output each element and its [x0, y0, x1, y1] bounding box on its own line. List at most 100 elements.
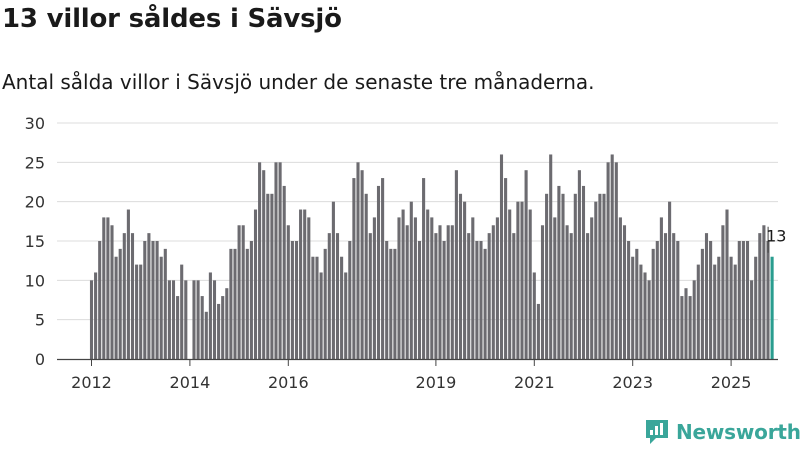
- bar: [627, 241, 631, 359]
- bar: [89, 280, 94, 359]
- bar: [130, 233, 135, 359]
- bar: [688, 296, 692, 359]
- bar: [655, 241, 659, 359]
- x-tick-label: 2016: [268, 373, 309, 392]
- bar: [233, 248, 237, 359]
- bar: [725, 209, 729, 359]
- bar: [393, 248, 397, 359]
- bar: [471, 217, 475, 359]
- bar: [225, 288, 229, 359]
- bar: [479, 241, 483, 359]
- bar: [229, 248, 233, 359]
- bar: [684, 288, 688, 359]
- bar: [397, 217, 401, 359]
- bar: [766, 241, 770, 359]
- bar: [94, 272, 98, 359]
- bar: [102, 217, 106, 359]
- bar: [676, 241, 680, 359]
- bar: [118, 248, 122, 359]
- newsworthy-logo-text: Newsworthy: [676, 420, 800, 444]
- bar: [483, 248, 487, 359]
- bar: [348, 241, 352, 359]
- bar: [413, 217, 417, 359]
- bar: [721, 225, 725, 359]
- bar: [155, 241, 159, 359]
- y-tick-label: 10: [25, 271, 45, 290]
- bar: [598, 193, 602, 359]
- bar: [266, 193, 270, 359]
- bar: [376, 185, 381, 359]
- bar: [499, 154, 504, 359]
- bar: [631, 256, 635, 359]
- bar: [750, 280, 754, 359]
- x-tick-label: 2019: [416, 373, 457, 392]
- bar: [635, 248, 639, 359]
- bar: [610, 154, 614, 359]
- bar: [475, 241, 479, 359]
- bar: [508, 209, 512, 359]
- bar: [409, 201, 413, 359]
- bar: [717, 256, 721, 359]
- bar: [249, 241, 253, 359]
- bar: [467, 233, 471, 359]
- bar: [618, 217, 622, 359]
- bar: [147, 233, 151, 359]
- y-tick-label: 25: [25, 153, 45, 172]
- x-tick-label: 2023: [612, 373, 653, 392]
- chart-title: 13 villor såldes i Sävsjö: [2, 4, 342, 34]
- newsworthy-logo: Newsworthy: [644, 418, 800, 446]
- bar: [754, 256, 758, 359]
- bar: [696, 264, 700, 359]
- bar: [319, 272, 323, 359]
- bar: [176, 296, 180, 359]
- bar: [196, 280, 200, 359]
- bar: [557, 185, 561, 359]
- bar: [614, 162, 618, 359]
- bar: [163, 248, 167, 359]
- newsworthy-logo-icon: [646, 420, 668, 444]
- bar: [381, 178, 385, 359]
- bar: [680, 296, 684, 359]
- bar: [491, 225, 495, 359]
- bar: [270, 193, 274, 359]
- bar: [290, 241, 294, 359]
- bar: [417, 241, 422, 359]
- bar: [733, 264, 737, 359]
- bar: [536, 303, 540, 359]
- bar: [434, 233, 438, 359]
- y-tick-label: 0: [35, 350, 45, 369]
- bar: [167, 280, 171, 359]
- bar: [356, 162, 360, 359]
- bar: [438, 225, 442, 359]
- bar: [524, 170, 528, 359]
- bar: [360, 170, 364, 359]
- bar: [495, 217, 499, 359]
- bar: [294, 241, 299, 359]
- x-tick-label: 2012: [71, 373, 112, 392]
- bar: [208, 272, 212, 359]
- bar: [204, 311, 208, 359]
- bar: [639, 264, 643, 359]
- bar: [700, 248, 704, 359]
- bar: [713, 264, 717, 359]
- chart-subtitle: Antal sålda villor i Sävsjö under de sen…: [2, 70, 595, 94]
- highlight-bar: [770, 256, 774, 359]
- bar: [651, 248, 655, 359]
- bar: [274, 162, 278, 359]
- bar: [180, 264, 184, 359]
- bar: [171, 280, 176, 359]
- bar: [303, 209, 307, 359]
- bar: [122, 233, 126, 359]
- bar: [741, 241, 745, 359]
- bar: [364, 193, 368, 359]
- bar: [315, 256, 319, 359]
- bar: [540, 225, 545, 359]
- bar: [159, 256, 163, 359]
- y-tick-label: 15: [25, 232, 45, 251]
- bar: [184, 280, 188, 359]
- annotation-label: 13: [766, 227, 786, 246]
- x-tick-label: 2025: [711, 373, 752, 392]
- bar: [647, 280, 651, 359]
- bar: [245, 248, 249, 359]
